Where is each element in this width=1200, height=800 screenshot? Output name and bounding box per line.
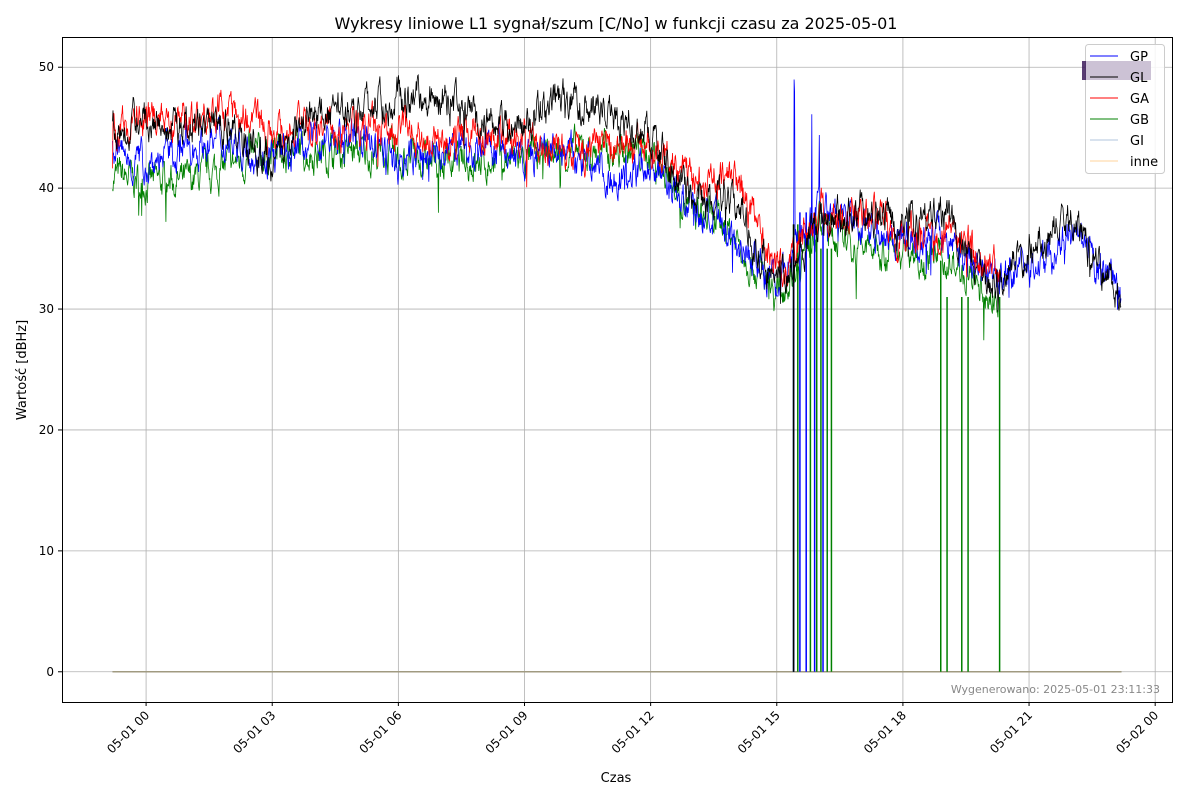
y-tick-label: 40 [39,181,54,195]
x-tick-label: 05-01 12 [609,708,657,756]
grid [62,37,1172,702]
y-tick-label: 30 [39,302,54,316]
y-tick-label: 0 [46,665,54,679]
legend-label-inne: inne [1130,155,1158,170]
series-group [112,74,1122,673]
x-tick-label: 05-01 18 [861,708,909,756]
x-tick-label: 05-01 00 [104,708,152,756]
footnote: Wygenerowano: 2025-05-01 23:11:33 [951,683,1160,696]
chart-title: Wykresy liniowe L1 sygnał/szum [C/No] w … [335,14,898,33]
x-tick-label: 05-01 21 [987,708,1035,756]
legend-label-GP: GP [1130,50,1148,65]
legend: GP GL GA GB GI inne [1082,44,1165,174]
y-tick-label: 50 [39,60,54,74]
x-tick-label: 05-01 09 [483,708,531,756]
y-tick-label: 20 [39,423,54,437]
legend-label-GL: GL [1130,71,1148,86]
series-line-GA [112,89,1000,288]
y-axis-label: Wartość [dBHz] [15,320,30,420]
legend-label-GB: GB [1130,113,1149,128]
x-tick-label: 05-01 15 [735,708,783,756]
x-tick-label: 05-02 00 [1113,708,1161,756]
x-tick-label: 05-01 06 [356,708,404,756]
x-axis-label: Czas [601,771,632,786]
y-tick-label: 10 [39,544,54,558]
legend-label-GI: GI [1130,134,1144,149]
legend-label-GA: GA [1130,92,1149,107]
series-line-GL [112,74,1122,312]
plot-frame [62,37,1173,703]
x-tick-label: 05-01 03 [230,708,278,756]
